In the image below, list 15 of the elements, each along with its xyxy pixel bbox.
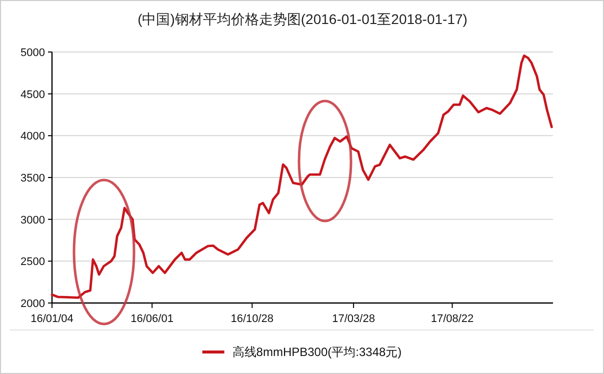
- x-tick-label: 16/10/28: [230, 313, 274, 325]
- chart-title: (中国)钢材平均价格走势图(2016-01-01至2018-01-17): [138, 11, 468, 27]
- x-tick-label: 16/06/01: [130, 313, 174, 325]
- legend-label: 高线8mmHPB300(平均:3348元): [232, 345, 402, 359]
- y-tick-label: 3500: [20, 172, 45, 184]
- y-tick-label: 3000: [20, 214, 45, 226]
- y-tick-label: 4000: [20, 130, 45, 143]
- x-tick-label: 17/08/22: [430, 313, 474, 325]
- y-tick-label: 4500: [20, 88, 45, 101]
- legend: 高线8mmHPB300(平均:3348元): [10, 330, 594, 359]
- x-tick-label: 16/01/04: [30, 313, 74, 325]
- y-tick-label: 2500: [20, 256, 45, 268]
- y-tick-label: 5000: [20, 47, 45, 59]
- x-tick-label: 17/03/28: [332, 313, 375, 325]
- y-tick-label: 2000: [20, 298, 45, 310]
